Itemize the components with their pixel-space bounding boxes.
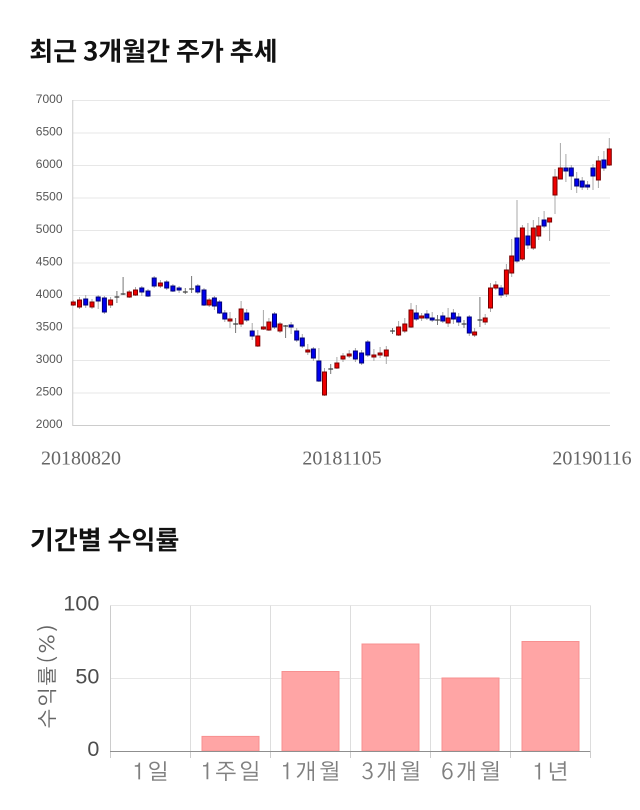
svg-text:7000: 7000 bbox=[36, 92, 63, 106]
svg-text:50: 50 bbox=[75, 665, 99, 689]
svg-text:3000: 3000 bbox=[36, 352, 63, 366]
svg-text:5500: 5500 bbox=[36, 190, 63, 204]
svg-text:100: 100 bbox=[63, 592, 99, 616]
svg-text:2000: 2000 bbox=[36, 417, 63, 431]
svg-text:4000: 4000 bbox=[36, 287, 63, 301]
svg-text:6000: 6000 bbox=[36, 157, 63, 171]
svg-text:5000: 5000 bbox=[36, 222, 63, 236]
svg-text:3500: 3500 bbox=[36, 320, 63, 334]
svg-text:0: 0 bbox=[87, 737, 99, 761]
svg-text:20181105: 20181105 bbox=[302, 448, 381, 470]
svg-text:2500: 2500 bbox=[36, 385, 63, 399]
svg-text:4500: 4500 bbox=[36, 255, 63, 269]
svg-text:20180820: 20180820 bbox=[41, 448, 121, 470]
svg-text:20190116: 20190116 bbox=[552, 448, 631, 470]
svg-text:6500: 6500 bbox=[36, 125, 63, 139]
